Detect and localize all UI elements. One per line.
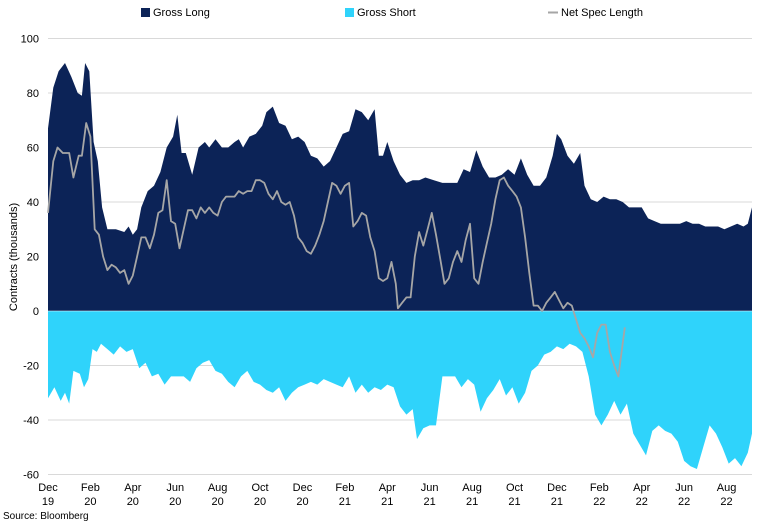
y-tick-label: 20 xyxy=(27,252,39,264)
x-tick: Apr 22 xyxy=(633,482,650,508)
x-tick-month: Jun xyxy=(421,482,439,494)
x-tick: Apr 20 xyxy=(124,482,141,508)
x-tick-month: Aug xyxy=(717,482,737,494)
y-axis-label: Contracts (thousands) xyxy=(8,203,20,311)
x-tick-month: Oct xyxy=(251,482,268,494)
legend-item-gross-short: Gross Short xyxy=(345,7,416,19)
x-tick-month: Feb xyxy=(590,482,609,494)
x-tick: Aug 20 xyxy=(208,482,228,508)
x-tick-year: 22 xyxy=(636,496,648,508)
x-tick-month: Aug xyxy=(208,482,228,494)
y-axis-ticks: 100 80 60 40 20 0 -20 -40 -60 xyxy=(21,34,39,482)
x-tick-month: Dec xyxy=(38,482,58,494)
legend: Gross Long Gross Short Net Spec Length xyxy=(141,7,643,19)
x-tick-year: 20 xyxy=(169,496,181,508)
x-tick-year: 22 xyxy=(678,496,690,508)
x-tick-year: 19 xyxy=(42,496,54,508)
x-tick-year: 22 xyxy=(593,496,605,508)
source-note: Source: Bloomberg xyxy=(3,511,89,522)
x-tick-year: 20 xyxy=(296,496,308,508)
y-tick-label: 0 xyxy=(33,306,39,318)
x-tick-year: 20 xyxy=(127,496,139,508)
x-tick: Jun 20 xyxy=(166,482,184,508)
x-tick-year: 21 xyxy=(424,496,436,508)
x-tick: Dec 21 xyxy=(547,482,567,508)
legend-label-net-spec-length: Net Spec Length xyxy=(561,7,643,19)
x-tick-year: 20 xyxy=(84,496,96,508)
y-tick-label: 40 xyxy=(27,197,39,209)
x-tick: Feb 21 xyxy=(335,482,354,508)
x-tick: Jun 21 xyxy=(421,482,439,508)
x-tick-month: Apr xyxy=(379,482,396,494)
x-tick-year: 21 xyxy=(466,496,478,508)
x-tick-year: 21 xyxy=(551,496,563,508)
x-tick-month: Jun xyxy=(166,482,184,494)
y-tick-label: 100 xyxy=(21,34,39,46)
x-tick-month: Aug xyxy=(462,482,482,494)
x-tick-month: Apr xyxy=(124,482,141,494)
x-tick: Feb 22 xyxy=(590,482,609,508)
x-tick: Dec 20 xyxy=(293,482,313,508)
x-tick-month: Feb xyxy=(335,482,354,494)
x-tick-year: 20 xyxy=(254,496,266,508)
x-tick: Oct 20 xyxy=(251,482,268,508)
x-tick-month: Jun xyxy=(675,482,693,494)
y-tick-label: 60 xyxy=(27,143,39,155)
legend-label-gross-short: Gross Short xyxy=(357,7,416,19)
legend-swatch-gross-long xyxy=(141,8,150,17)
plot-areas xyxy=(48,63,752,469)
x-tick: Aug 21 xyxy=(462,482,482,508)
x-tick: Feb 20 xyxy=(81,482,100,508)
y-tick-label: 80 xyxy=(27,88,39,100)
x-tick-month: Dec xyxy=(547,482,567,494)
legend-swatch-gross-short xyxy=(345,8,354,17)
legend-label-gross-long: Gross Long xyxy=(153,7,210,19)
legend-item-gross-long: Gross Long xyxy=(141,7,210,19)
x-tick-year: 22 xyxy=(720,496,732,508)
line-net-spec-length xyxy=(47,122,626,378)
x-tick-month: Oct xyxy=(506,482,523,494)
x-tick-year: 21 xyxy=(508,496,520,508)
x-tick-month: Dec xyxy=(293,482,313,494)
y-tick-label: -20 xyxy=(23,361,39,373)
x-tick-month: Feb xyxy=(81,482,100,494)
x-tick-year: 20 xyxy=(212,496,224,508)
x-tick-year: 21 xyxy=(381,496,393,508)
y-tick-label: -60 xyxy=(23,470,39,482)
x-tick: Apr 21 xyxy=(379,482,396,508)
x-tick: Aug 22 xyxy=(717,482,737,508)
x-axis-ticks: Dec 19 Feb 20 Apr 20 Jun 20 Aug 20 Oct 20 Dec 20 Feb 21… xyxy=(38,482,736,508)
x-tick: Jun 22 xyxy=(675,482,693,508)
x-tick: Dec 19 xyxy=(38,482,58,508)
x-tick-month: Apr xyxy=(633,482,650,494)
legend-item-net-spec-length: Net Spec Length xyxy=(548,7,643,19)
y-tick-label: -40 xyxy=(23,415,39,427)
area-gross-short xyxy=(48,311,752,469)
area-gross-long xyxy=(48,63,752,311)
x-tick-year: 21 xyxy=(339,496,351,508)
x-tick: Oct 21 xyxy=(506,482,523,508)
plot-lines xyxy=(47,122,626,378)
